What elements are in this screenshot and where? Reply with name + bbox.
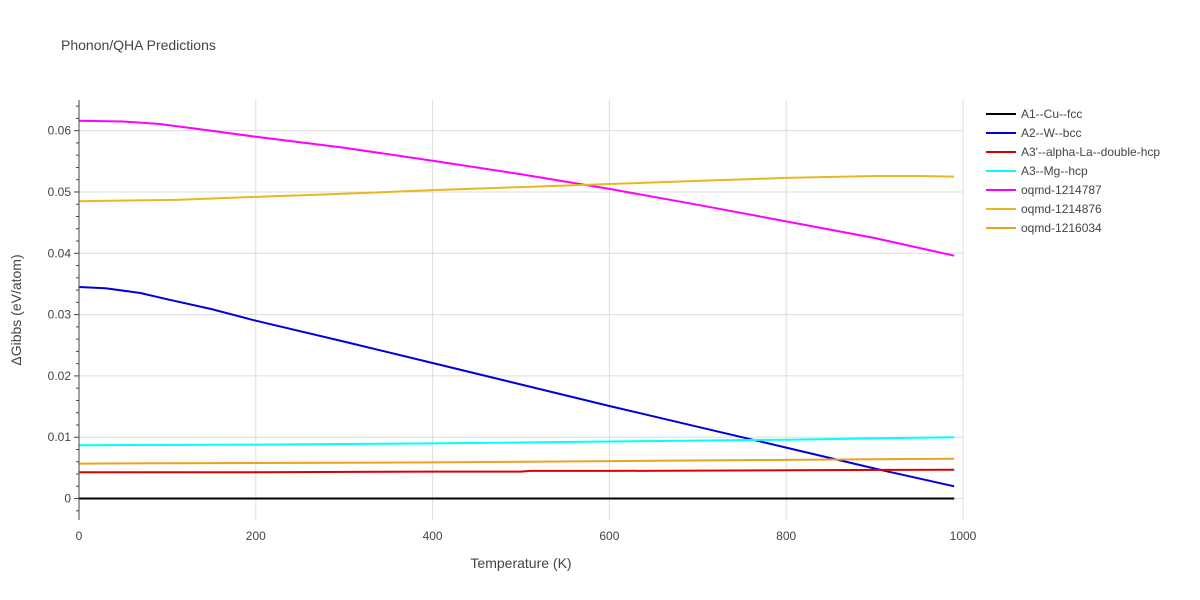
y-tick-label: 0 xyxy=(64,492,71,506)
y-tick-label: 0.02 xyxy=(48,369,72,383)
chart-title: Phonon/QHA Predictions xyxy=(61,37,216,53)
series-line-6 xyxy=(78,457,955,465)
legend-item-5[interactable]: oqmd-1214876 xyxy=(986,202,1102,216)
series-line-1 xyxy=(78,286,955,488)
legend-item-6[interactable]: oqmd-1216034 xyxy=(986,221,1102,235)
legend-item-2[interactable]: A3'--alpha-La--double-hcp xyxy=(986,145,1160,159)
legend-item-4[interactable]: oqmd-1214787 xyxy=(986,183,1102,197)
plot-area xyxy=(78,119,955,500)
legend-label: A2--W--bcc xyxy=(1021,126,1081,140)
legend-item-1[interactable]: A2--W--bcc xyxy=(986,126,1081,140)
x-tick-label: 1000 xyxy=(950,529,977,543)
y-tick-label: 0.04 xyxy=(48,246,72,260)
legend-label: A1--Cu--fcc xyxy=(1021,107,1082,121)
y-tick-label: 0.06 xyxy=(48,124,72,138)
legend-label: oqmd-1214876 xyxy=(1021,202,1102,216)
x-axis-ticks: 0 200 400 600 800 1000 xyxy=(76,529,977,543)
y-tick-label: 0.01 xyxy=(48,430,72,444)
legend-label: A3--Mg--hcp xyxy=(1021,164,1088,178)
y-axis-title: ΔGibbs (eV/atom) xyxy=(8,254,24,365)
x-tick-label: 600 xyxy=(599,529,619,543)
x-tick-label: 200 xyxy=(246,529,266,543)
legend-label: A3'--alpha-La--double-hcp xyxy=(1021,145,1160,159)
legend-item-3[interactable]: A3--Mg--hcp xyxy=(986,164,1088,178)
series-line-2 xyxy=(79,468,955,474)
legend-item-0[interactable]: A1--Cu--fcc xyxy=(986,107,1082,121)
legend-label: oqmd-1214787 xyxy=(1021,183,1102,197)
series-line-4 xyxy=(78,119,955,257)
x-tick-label: 400 xyxy=(423,529,443,543)
y-tick-label: 0.03 xyxy=(48,308,72,322)
x-tick-label: 0 xyxy=(76,529,83,543)
x-axis-title: Temperature (K) xyxy=(470,555,571,571)
series-line-5 xyxy=(78,175,955,203)
legend[interactable]: A1--Cu--fcc A2--W--bcc A3'--alpha-La--doub… xyxy=(986,107,1160,235)
y-axis-ticks: 0 0.01 0.02 0.03 0.04 0.05 0.06 xyxy=(48,124,72,506)
y-axis-minor-ticks xyxy=(74,105,79,512)
series-line-3 xyxy=(78,436,955,447)
x-tick-label: 800 xyxy=(776,529,796,543)
legend-label: oqmd-1216034 xyxy=(1021,221,1102,235)
y-tick-label: 0.05 xyxy=(48,185,72,199)
